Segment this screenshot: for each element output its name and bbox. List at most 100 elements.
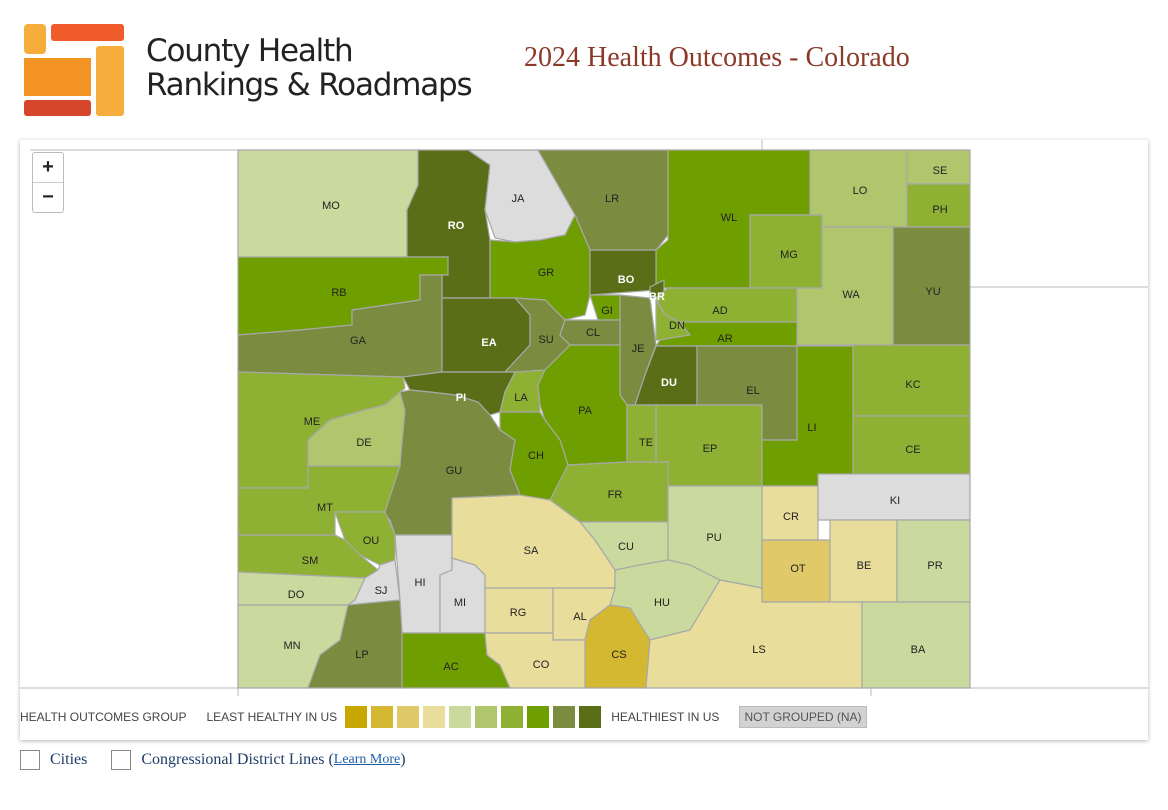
paren: ) [400, 751, 406, 768]
page-title: 2024 Health Outcomes - Colorado [524, 42, 910, 73]
county-ba[interactable] [861, 601, 971, 689]
county-label: SJ [375, 585, 388, 597]
county-label: KC [905, 379, 920, 391]
county-label: MI [454, 597, 466, 609]
county-bo[interactable] [589, 249, 657, 296]
county-label: WL [721, 212, 738, 224]
county-label: BA [911, 644, 926, 656]
legend-swatch-8[interactable] [527, 706, 550, 728]
chrr-logo [24, 24, 124, 116]
county-cs[interactable] [584, 604, 651, 689]
county-label: AC [443, 661, 458, 673]
county-label: LI [807, 422, 816, 434]
county-label: HU [654, 597, 670, 609]
county-label: MN [283, 640, 300, 652]
county-label: MG [780, 249, 798, 261]
districts-label[interactable]: Congressional District Lines [141, 751, 325, 768]
county-co[interactable] [484, 632, 586, 689]
county-label: LP [355, 649, 368, 661]
county-label: AD [712, 305, 727, 317]
county-lp[interactable] [307, 599, 403, 689]
legend-swatch-5[interactable] [449, 706, 472, 728]
county-label: MO [322, 200, 340, 212]
county-label: SE [933, 165, 948, 177]
county-label: RB [331, 287, 346, 299]
legend-least: LEAST HEALTHY IN US [206, 710, 338, 724]
county-label: GR [538, 267, 555, 279]
legend-not-grouped[interactable]: NOT GROUPED (NA) [739, 706, 867, 728]
county-label: DU [661, 377, 677, 389]
legend-swatch-2[interactable] [371, 706, 394, 728]
zoom-control: + − [32, 152, 64, 213]
legend-swatch-1[interactable] [345, 706, 368, 728]
county-label: KI [890, 495, 900, 507]
county-label: LA [514, 392, 528, 404]
county-label: SM [302, 555, 319, 567]
county-label: BE [857, 560, 872, 572]
county-label: SU [538, 334, 553, 346]
county-label: EL [746, 385, 759, 397]
brand-line-2: Rankings & Roadmaps [146, 67, 473, 103]
county-label: PI [456, 392, 466, 404]
county-map[interactable]: MO RO JA LR WL LO SE PH MG YU WA RB GA GR BO BR GI AD DN AR… [0, 0, 1168, 740]
zoom-in-button[interactable]: + [42, 156, 54, 178]
map-options: Cities Congressional District Lines (Lea… [20, 750, 406, 770]
legend-healthiest: HEALTHIEST IN US [611, 710, 720, 724]
legend-swatch-10[interactable] [579, 706, 602, 728]
county-label: RG [510, 607, 527, 619]
paren: ( [328, 751, 334, 768]
county-label: OU [363, 535, 380, 547]
county-label: CH [528, 450, 544, 462]
brand-name: County Health Rankings & Roadmaps [146, 33, 473, 103]
county-label: RO [448, 220, 465, 232]
county-label: DN [669, 320, 685, 332]
county-label: PR [927, 560, 942, 572]
legend-swatch-9[interactable] [553, 706, 576, 728]
county-label: CE [905, 444, 920, 456]
county-label: YU [925, 286, 940, 298]
legend-swatch-7[interactable] [501, 706, 524, 728]
cities-label[interactable]: Cities [50, 751, 88, 768]
legend: HEALTH OUTCOMES GROUP LEAST HEALTHY IN U… [20, 705, 867, 729]
county-te[interactable] [626, 404, 657, 463]
county-label: AR [717, 333, 732, 345]
county-label: CU [618, 541, 634, 553]
county-label: OT [790, 563, 806, 575]
districts-checkbox[interactable] [111, 750, 132, 770]
legend-swatch-3[interactable] [397, 706, 420, 728]
county-label: DO [288, 589, 305, 601]
county-label: MT [317, 502, 333, 514]
county-label: AL [573, 611, 586, 623]
county-label: SA [524, 545, 539, 557]
county-label: CO [533, 659, 550, 671]
county-label: LO [853, 185, 868, 197]
county-label: BO [618, 274, 635, 286]
brand-line-1: County Health [146, 33, 354, 69]
county-label: JE [632, 343, 645, 355]
county-label: GI [601, 305, 613, 317]
county-label: PU [706, 532, 721, 544]
county-label: LR [605, 193, 619, 205]
county-label: PH [932, 204, 947, 216]
county-label: EP [703, 443, 718, 455]
county-label: GA [350, 335, 367, 347]
county-label: TE [639, 437, 653, 449]
legend-title: HEALTH OUTCOMES GROUP [20, 710, 187, 724]
county-sj[interactable] [345, 559, 401, 606]
county-label: WA [842, 289, 860, 301]
county-label: LS [752, 644, 765, 656]
county-label: CS [611, 649, 626, 661]
county-label: PA [578, 405, 593, 417]
county-label: GU [446, 465, 463, 477]
legend-swatch-6[interactable] [475, 706, 498, 728]
learn-more-link[interactable]: Learn More [333, 752, 401, 767]
county-label: EA [481, 337, 496, 349]
county-label: DE [356, 437, 371, 449]
county-label: CL [586, 327, 600, 339]
county-label: CR [783, 511, 799, 523]
county-label: ME [304, 416, 321, 428]
zoom-out-button[interactable]: − [33, 182, 63, 212]
legend-swatch-4[interactable] [423, 706, 446, 728]
county-label: HI [415, 577, 426, 589]
cities-checkbox[interactable] [20, 750, 40, 770]
